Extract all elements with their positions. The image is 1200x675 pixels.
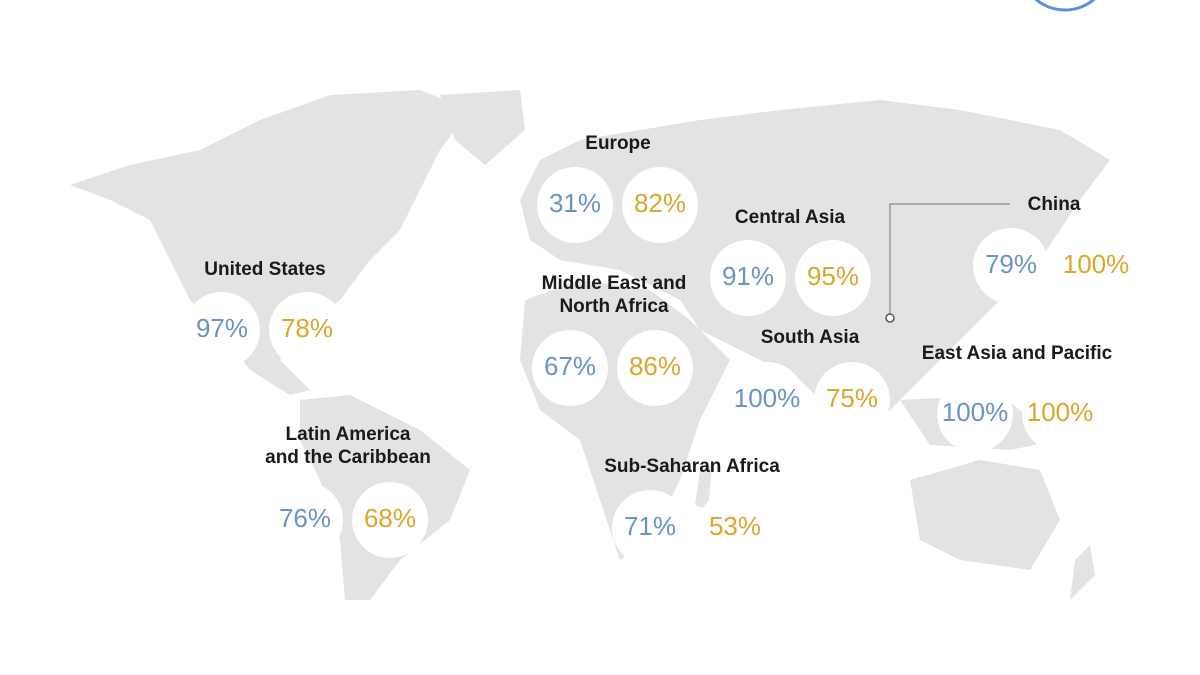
region-label: Latin America <box>286 424 411 445</box>
greenland <box>440 90 525 165</box>
australia <box>910 460 1060 570</box>
value-circle <box>267 482 343 558</box>
value-label: 67% <box>544 351 596 381</box>
china-connector <box>889 203 1010 318</box>
region-label: South Asia <box>761 327 860 348</box>
value-label: 78% <box>281 313 333 343</box>
new-zealand <box>1070 545 1095 600</box>
value-circle <box>937 376 1013 452</box>
region-label: Europe <box>585 133 650 154</box>
value-label: 91% <box>722 261 774 291</box>
value-label: 75% <box>826 383 878 413</box>
value-circle <box>537 167 613 243</box>
value-label: 100% <box>1063 249 1130 279</box>
value-circle <box>184 292 260 368</box>
region-label: and the Caribbean <box>265 447 431 468</box>
value-label: 79% <box>985 249 1037 279</box>
value-circle <box>612 490 688 566</box>
value-circle <box>1058 228 1134 304</box>
value-circle <box>814 362 890 438</box>
value-label: 100% <box>734 383 801 413</box>
value-circle <box>729 362 805 438</box>
value-circle <box>710 240 786 316</box>
region-label: China <box>1028 194 1081 215</box>
value-circle <box>973 228 1049 304</box>
china-marker <box>885 313 895 323</box>
value-circle <box>617 330 693 406</box>
value-label: 71% <box>624 511 676 541</box>
north-america <box>70 90 470 395</box>
region-label: North Africa <box>559 296 669 317</box>
value-circle <box>795 240 871 316</box>
logo-ring <box>1034 0 1096 12</box>
value-circle <box>1022 376 1098 452</box>
region-label: Sub-Saharan Africa <box>604 456 780 477</box>
value-label: 97% <box>196 313 248 343</box>
value-circle <box>697 490 773 566</box>
value-label: 53% <box>709 511 761 541</box>
region-label: United States <box>204 259 325 280</box>
value-label: 86% <box>629 351 681 381</box>
value-circle <box>532 330 608 406</box>
value-label: 100% <box>942 397 1009 427</box>
region-label: Central Asia <box>735 207 846 228</box>
value-label: 68% <box>364 503 416 533</box>
madagascar <box>695 465 712 510</box>
value-label: 95% <box>807 261 859 291</box>
region-label: Middle East and <box>542 273 687 294</box>
value-label: 31% <box>549 188 601 218</box>
region-label: East Asia and Pacific <box>922 343 1113 364</box>
value-circle <box>352 482 428 558</box>
value-label: 76% <box>279 503 331 533</box>
value-label: 100% <box>1027 397 1094 427</box>
value-label: 82% <box>634 188 686 218</box>
value-circle <box>269 292 345 368</box>
value-circle <box>622 167 698 243</box>
